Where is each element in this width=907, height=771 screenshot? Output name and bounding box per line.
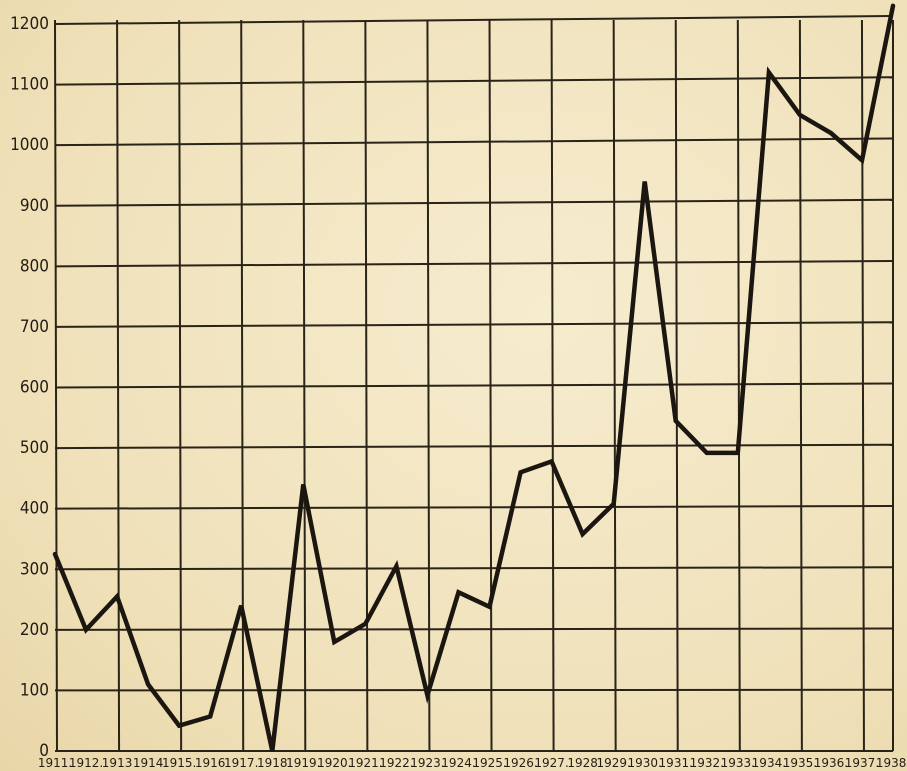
horizontal-gridlines — [54, 15, 894, 752]
vertical-gridline — [736, 19, 741, 752]
y-tick-label: 500 — [20, 438, 49, 458]
horizontal-gridline — [54, 15, 894, 25]
x-tick-label: 1919. — [286, 756, 320, 770]
y-axis-tick-labels: 0 100 200 300 400 500 600 700 800 900 1000 1100 1200 — [10, 14, 49, 761]
horizontal-gridline — [54, 627, 894, 631]
x-tick-label: 1931. — [659, 756, 693, 770]
x-tick-label: 1916 — [195, 756, 226, 770]
y-tick-label: 1100 — [10, 75, 49, 95]
x-tick-label: 1915. — [162, 756, 196, 770]
x-tick-label: 1912. — [69, 756, 103, 770]
x-tick-label: 1926. — [503, 756, 537, 770]
vertical-gridline — [54, 19, 58, 752]
horizontal-gridline — [54, 443, 894, 450]
x-axis-tick-labels: 1911.1912.1913 19141915.19161917.19181919… — [38, 756, 907, 770]
x-tick-label: 1937. — [845, 756, 879, 770]
series — [52, 3, 896, 752]
y-tick-label: 400 — [20, 499, 49, 519]
x-tick-label: 1914 — [133, 756, 164, 770]
x-tick-label: 1921. — [348, 756, 382, 770]
x-tick-label: 1936. — [814, 756, 848, 770]
x-tick-label: 1918 — [257, 756, 288, 770]
y-tick-label: 900 — [20, 196, 49, 216]
vertical-gridline — [798, 19, 803, 752]
x-tick-label: 1917. — [224, 756, 258, 770]
x-tick-label: 1928 — [567, 756, 598, 770]
y-tick-label: 0 — [39, 741, 49, 761]
horizontal-gridline — [54, 321, 894, 328]
vertical-gridline — [240, 19, 245, 752]
x-tick-label: 1923. — [410, 756, 444, 770]
x-tick-label: 1935. — [783, 756, 817, 770]
horizontal-gridline — [54, 76, 894, 86]
horizontal-gridline — [54, 382, 894, 389]
x-tick-label: 1924. — [441, 756, 475, 770]
x-tick-label: 1922. — [379, 756, 413, 770]
horizontal-gridline — [54, 137, 894, 147]
x-tick-label: 1929. — [596, 756, 630, 770]
y-tick-label: 100 — [20, 680, 49, 700]
x-tick-label: 1938. — [876, 756, 907, 770]
vertical-gridline — [178, 19, 183, 752]
x-tick-label: 1925. — [472, 756, 506, 770]
vertical-gridline — [860, 19, 865, 752]
horizontal-gridline — [54, 566, 894, 571]
y-tick-label: 800 — [20, 256, 49, 276]
x-tick-label: 1932. — [690, 756, 724, 770]
x-tick-label: 1933. — [721, 756, 755, 770]
y-tick-label: 700 — [20, 317, 49, 337]
x-tick-label: 1930. — [628, 756, 662, 770]
horizontal-gridline — [54, 688, 894, 692]
x-tick-label: 1927. — [534, 756, 568, 770]
y-tick-label: 300 — [20, 559, 49, 579]
y-tick-label: 1000 — [10, 135, 49, 155]
x-tick-label: 1911. — [38, 756, 72, 770]
series-line — [52, 3, 896, 752]
horizontal-gridline — [54, 505, 894, 510]
vertical-gridline — [116, 19, 121, 752]
horizontal-gridline — [54, 198, 894, 207]
y-tick-label: 200 — [20, 620, 49, 640]
x-tick-label: 1920. — [317, 756, 351, 770]
x-tick-label: 1913 — [102, 756, 133, 770]
y-tick-label: 600 — [20, 378, 49, 398]
x-tick-label: 1934. — [752, 756, 786, 770]
y-tick-label: 1200 — [10, 14, 49, 34]
